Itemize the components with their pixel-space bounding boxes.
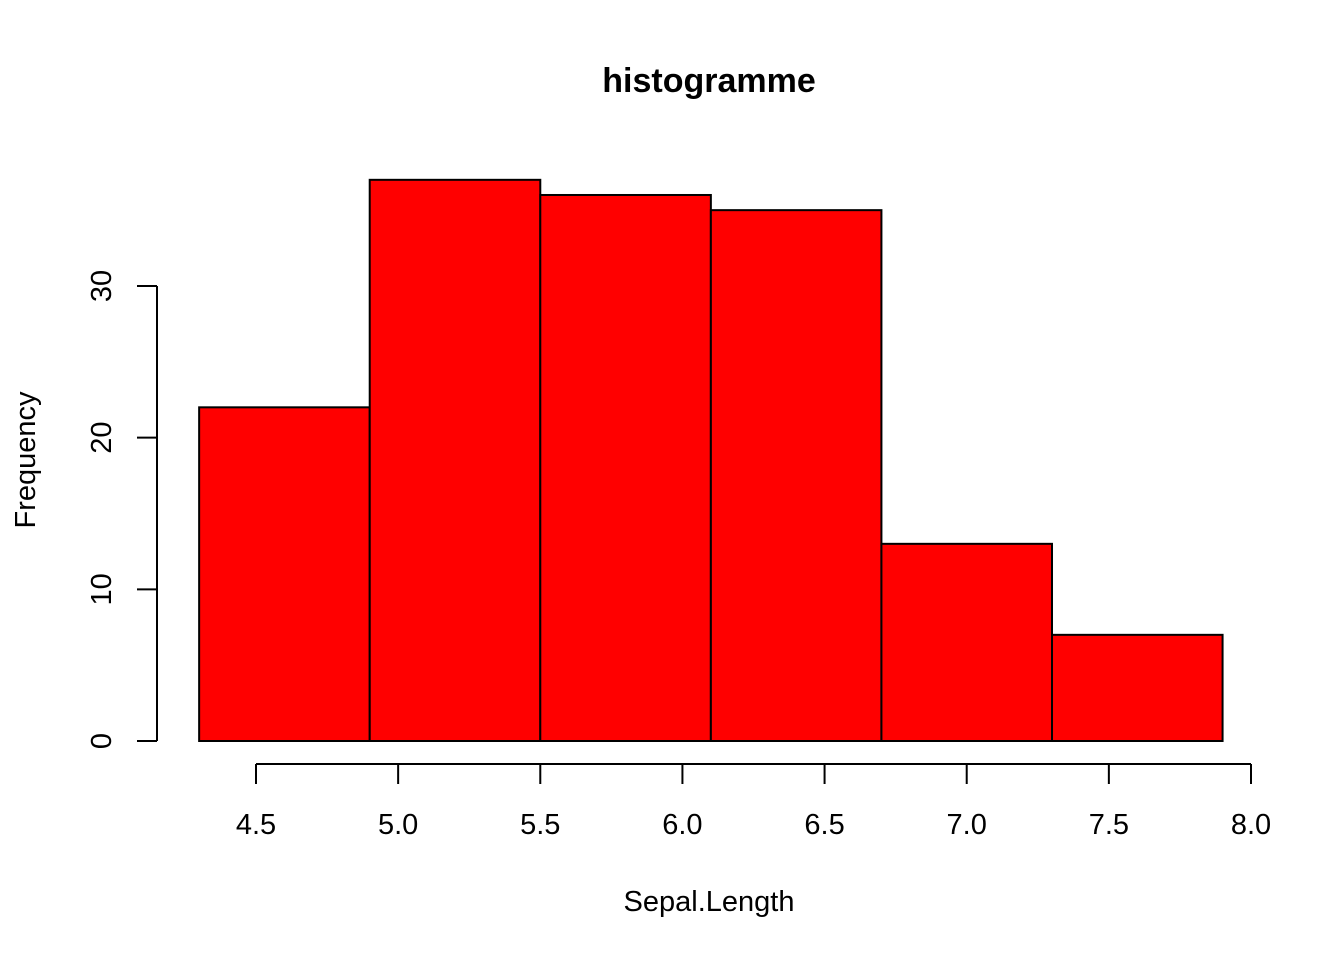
x-tick-label: 6.0	[662, 809, 702, 841]
y-axis-label: Frequency	[10, 391, 42, 529]
y-tick-label: 30	[86, 270, 118, 302]
y-tick-label: 0	[86, 733, 118, 749]
x-tick-label: 8.0	[1231, 809, 1271, 841]
histogram-bar-3	[539, 193, 712, 743]
y-tick-label: 20	[86, 422, 118, 454]
histogram-bar-4	[709, 209, 883, 742]
x-tick-label: 7.0	[947, 809, 987, 841]
x-tick-label: 5.5	[520, 809, 560, 841]
x-axis: 4.5 5.0 5.5 6.0 6.5 7.0 7.5 8.0	[236, 763, 1271, 841]
bars-group	[198, 178, 1224, 743]
histogram-bar-1	[198, 406, 371, 742]
x-axis-label: Sepal.Length	[624, 886, 795, 918]
x-tick-label: 6.5	[804, 809, 844, 841]
histogram-bar-5	[880, 542, 1054, 742]
histogram-bar-6	[1051, 633, 1224, 742]
x-tick-label: 5.0	[378, 809, 418, 841]
x-tick-label: 4.5	[236, 809, 276, 841]
y-tick-label: 10	[86, 573, 118, 605]
chart-title: histogramme	[602, 62, 816, 100]
y-axis: 0 10 20 30	[86, 270, 158, 749]
x-tick-label: 7.5	[1089, 809, 1129, 841]
histogram-bar-2	[368, 178, 542, 743]
